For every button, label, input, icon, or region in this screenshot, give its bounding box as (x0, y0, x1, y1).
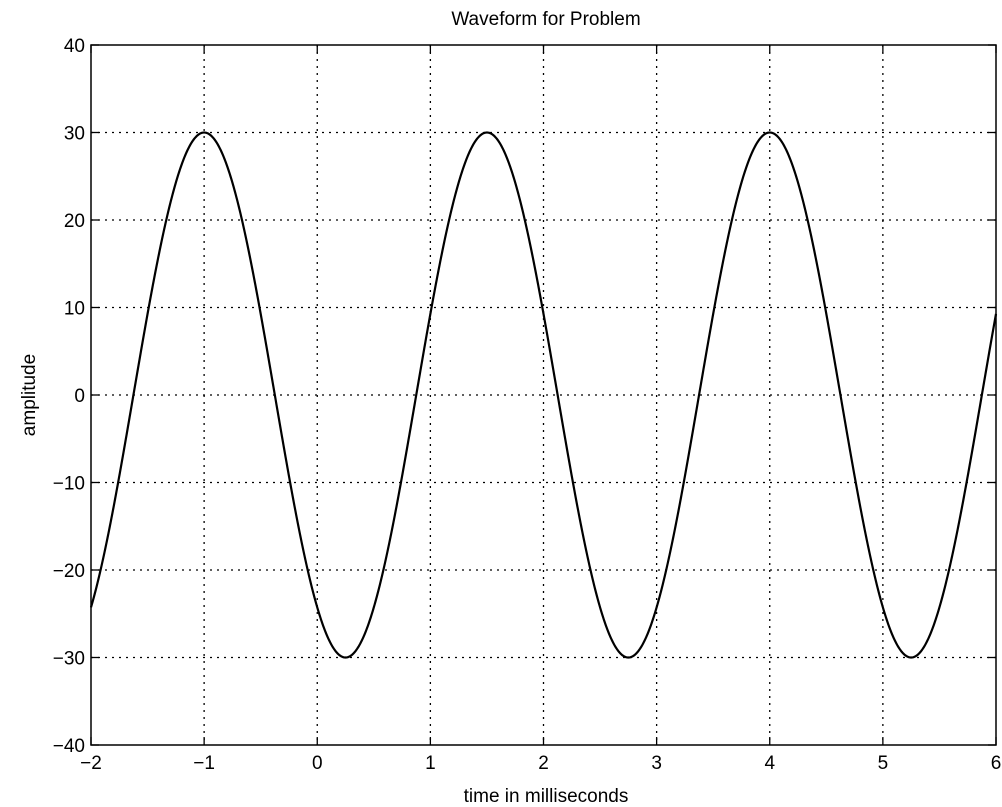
y-axis-label: amplitude (19, 354, 40, 436)
x-tick-label: 1 (425, 753, 436, 774)
x-tick-label: 2 (538, 753, 549, 774)
x-tick-labels: −2 −1 0 1 2 3 4 5 6 (80, 753, 1001, 774)
x-tick-label: −1 (193, 753, 215, 774)
y-tick-label: 10 (64, 299, 85, 320)
x-tick-label: 6 (991, 753, 1002, 774)
series-layer (89, 131, 998, 659)
y-tick-label: −30 (53, 649, 85, 670)
x-tick-label: 0 (312, 753, 323, 774)
y-tick-label: 0 (74, 386, 85, 407)
y-tick-label: −20 (53, 561, 85, 582)
y-tick-label: 20 (64, 211, 85, 232)
plot-frame (90, 44, 997, 746)
x-axis-label: time in milliseconds (464, 786, 629, 807)
chart-title: Waveform for Problem (451, 9, 640, 30)
y-tick-label: −40 (53, 736, 85, 757)
x-tick-label: 4 (764, 753, 775, 774)
y-tick-labels: −40 −30 −20 −10 0 10 20 30 40 (53, 36, 85, 757)
x-tick-label: 5 (878, 753, 889, 774)
x-tick-label: 3 (651, 753, 662, 774)
waveform-line (89, 131, 998, 659)
y-tick-label: 40 (64, 36, 85, 57)
x-tick-label: −2 (80, 753, 102, 774)
y-tick-label: −10 (53, 474, 85, 495)
grid-lines (91, 45, 996, 745)
y-tick-label: 30 (64, 124, 85, 145)
